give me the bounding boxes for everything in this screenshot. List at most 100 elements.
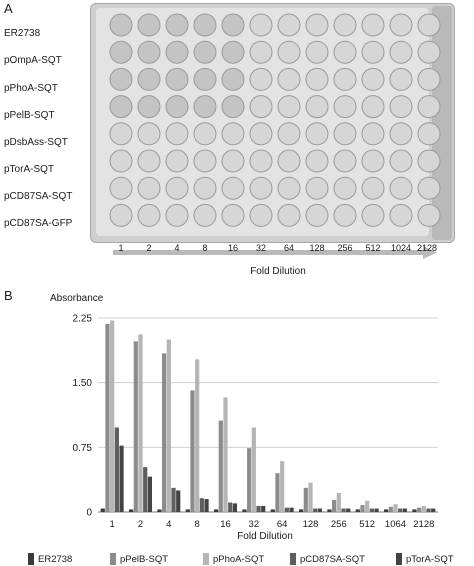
legend-swatch <box>203 553 209 565</box>
plate-well <box>389 95 413 119</box>
chart-bar <box>284 507 289 512</box>
plate-well <box>193 149 217 173</box>
x-tick-label: 2 <box>138 519 143 530</box>
chart-bar <box>426 508 431 512</box>
row-label-er2738: ER2738 <box>4 28 41 39</box>
chart-bar <box>341 508 346 512</box>
chart-bar <box>114 427 119 512</box>
legend-label: pPelB-SQT <box>120 553 169 565</box>
chart-bar <box>110 320 115 512</box>
plate-well <box>305 149 329 173</box>
plate-column-label: 1 <box>118 243 124 253</box>
plate-well <box>193 40 217 64</box>
panel-a-letter: A <box>4 1 13 16</box>
chart-bar <box>327 509 332 512</box>
plate-well <box>109 122 133 146</box>
y-tick-label: 2.25 <box>73 314 93 325</box>
y-tick-label: 0.75 <box>73 443 93 454</box>
plate-well <box>277 203 301 227</box>
chart-bar <box>360 505 365 512</box>
row-label-ppho-sqt: pPhoA-SQT <box>4 83 58 94</box>
plate-well <box>361 40 385 64</box>
plate-column-label: 2 <box>146 243 152 253</box>
chart-bar <box>143 467 148 512</box>
chart-bar <box>299 509 304 512</box>
legend-swatch <box>110 553 116 565</box>
legend-item-er2738: ER2738 <box>28 553 72 565</box>
chart-bar <box>129 509 134 512</box>
plate-well <box>333 176 357 200</box>
plate-column-label: 128 <box>309 243 325 253</box>
chart-bar <box>147 476 152 512</box>
plate-well <box>361 176 385 200</box>
legend-swatch <box>290 553 296 565</box>
chart-bar <box>242 509 247 512</box>
legend-swatch <box>28 553 34 565</box>
plate-well <box>361 122 385 146</box>
chart-bar <box>402 508 407 512</box>
plate-well <box>361 67 385 91</box>
plate-well <box>137 95 161 119</box>
x-tick-label: 512 <box>359 519 375 530</box>
chart-bar <box>214 509 219 512</box>
row-label-pcd87sa-sqt: pCD87SA-SQT <box>4 191 73 202</box>
plate-well <box>277 176 301 200</box>
plate-well <box>277 67 301 91</box>
plate-well <box>193 176 217 200</box>
plate-well <box>333 149 357 173</box>
chart-bar <box>256 505 261 512</box>
plate-well <box>193 95 217 119</box>
plate-well <box>361 13 385 37</box>
plate-well <box>221 95 245 119</box>
legend-label: pCD87SA-SQT <box>300 553 365 565</box>
plate-well <box>221 122 245 146</box>
chart-bar <box>365 500 370 512</box>
plate-well <box>333 67 357 91</box>
plate-well <box>305 95 329 119</box>
legend-item-ptora-sqt: pTorA-SQT <box>396 553 454 565</box>
plate-well <box>389 149 413 173</box>
chart-bar <box>336 493 341 512</box>
row-label-ppelb-sqt: pPelB-SQT <box>4 110 55 121</box>
chart-y-axis-title: Absorbance <box>50 293 104 304</box>
plate-column-label: 2128 <box>416 243 438 253</box>
chart-bar <box>346 508 351 512</box>
plate-well <box>109 95 133 119</box>
x-tick-label: 2128 <box>413 519 434 530</box>
x-tick-label: 32 <box>249 519 260 530</box>
chart-bar <box>332 499 337 512</box>
plate-well <box>221 40 245 64</box>
row-label-pompa-sqt: pOmpA-SQT <box>4 55 62 66</box>
plate-well <box>109 203 133 227</box>
x-tick-label: 1064 <box>385 519 406 530</box>
x-tick-label: 16 <box>220 519 231 530</box>
chart-bar <box>190 390 195 512</box>
y-tick-label: 1.50 <box>73 378 93 389</box>
plate-well <box>249 67 273 91</box>
plate-well <box>165 67 189 91</box>
plate-well <box>249 149 273 173</box>
plate-well <box>109 176 133 200</box>
legend-label: pPhoA-SQT <box>213 553 265 565</box>
plate-well <box>221 13 245 37</box>
chart-bar <box>138 334 143 512</box>
legend-item-pcd87sa-sqt: pCD87SA-SQT <box>290 553 365 565</box>
chart-bar <box>280 461 285 512</box>
plate-well <box>361 203 385 227</box>
plate-well <box>305 203 329 227</box>
plate-well <box>165 13 189 37</box>
chart-bar <box>157 509 162 512</box>
plate-well <box>277 95 301 119</box>
legend-item-ppelb-sqt: pPelB-SQT <box>110 553 168 565</box>
chart-bar <box>398 508 403 512</box>
chart-bar <box>317 508 322 512</box>
x-tick-label: 64 <box>277 519 288 530</box>
plate-column-label: 64 <box>283 243 294 253</box>
plate-column-label: 8 <box>202 243 208 253</box>
chart-bar <box>199 498 204 512</box>
plate-well <box>277 149 301 173</box>
plate-well <box>193 122 217 146</box>
chart-bar <box>105 324 110 512</box>
plate-well <box>389 40 413 64</box>
plate-well <box>109 13 133 37</box>
